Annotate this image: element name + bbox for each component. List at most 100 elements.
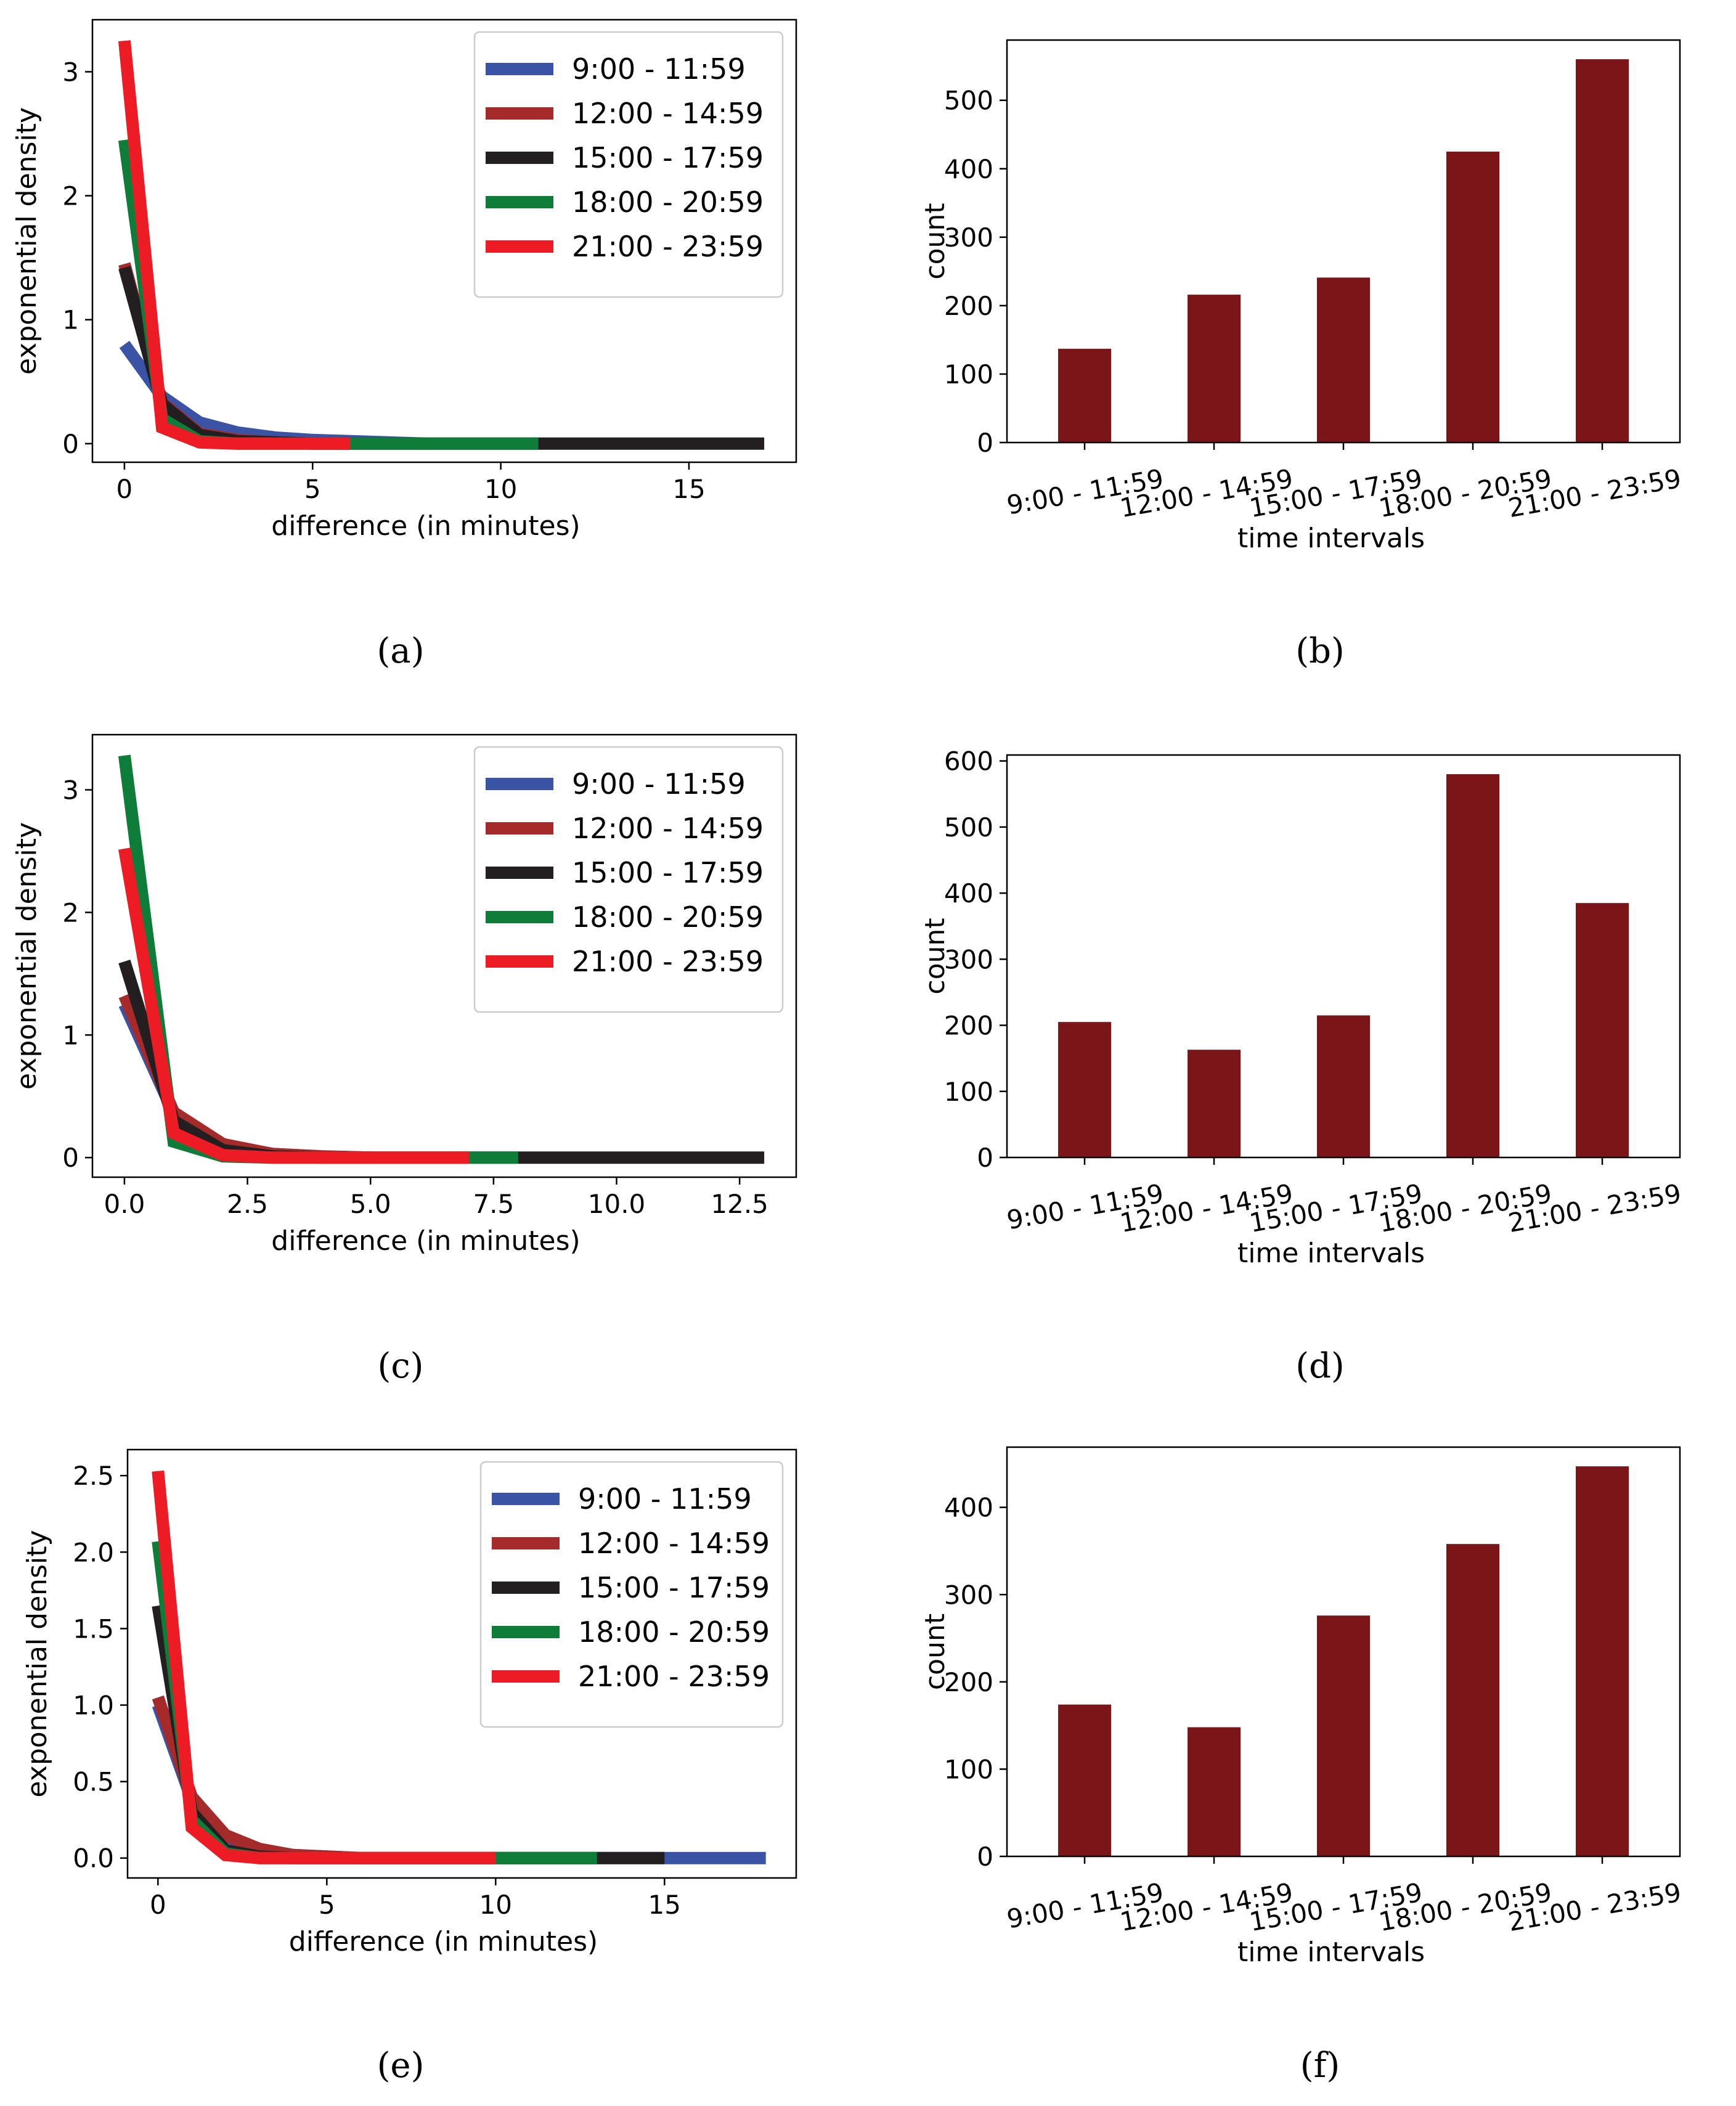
- y-axis-label: count: [919, 918, 951, 994]
- legend-entry-3: 15:00 - 17:59: [578, 1571, 770, 1604]
- legend: 9:00 - 11:59 12:00 - 14:59 15:00 - 17:59 18…: [479, 1461, 784, 1728]
- bar-4: [1446, 774, 1500, 1157]
- legend-entry-5: 21:00 - 23:59: [572, 945, 764, 978]
- x-tick-label: 0: [116, 474, 133, 504]
- y-tick-label: 200: [944, 291, 993, 321]
- chart-panel-e: 0 5 10 15 0.0 0.5 1.0 1.5 2.0 2.5 difference (in m…: [22, 1448, 797, 2086]
- x-tick-label: 0.0: [104, 1189, 145, 1219]
- bar-5: [1575, 903, 1629, 1157]
- legend-entry-2: 12:00 - 14:59: [572, 97, 764, 130]
- x-axis-label: difference (in minutes): [271, 1225, 580, 1257]
- y-axis-label: count: [919, 203, 951, 279]
- panel-caption: (e): [377, 2046, 425, 2086]
- x-tick-label: 7.5: [473, 1189, 514, 1219]
- legend-box: [473, 31, 784, 298]
- y-tick-label: 0: [977, 428, 993, 458]
- bar-1: [1057, 348, 1112, 443]
- panel-caption: (a): [377, 631, 424, 671]
- legend-box: [473, 746, 784, 1013]
- bar-5: [1575, 59, 1629, 443]
- bar-3: [1316, 1015, 1371, 1157]
- x-tick-label: 10: [484, 474, 517, 504]
- legend-entry-4: 18:00 - 20:59: [578, 1615, 770, 1649]
- bar-4: [1446, 1544, 1500, 1856]
- y-tick-label: 400: [944, 1493, 993, 1523]
- y-tick-label: 400: [944, 878, 993, 908]
- bar-3: [1316, 1615, 1371, 1856]
- legend: 9:00 - 11:59 12:00 - 14:59 15:00 - 17:59 18…: [473, 746, 784, 1013]
- x-axis-label: time intervals: [1237, 1937, 1425, 1968]
- x-tick-label: 5: [319, 1890, 335, 1920]
- x-tick-label: 15: [648, 1890, 681, 1920]
- y-tick-label: 600: [944, 746, 993, 777]
- x-axis-label: time intervals: [1237, 1238, 1425, 1269]
- bar-3: [1316, 277, 1371, 443]
- y-tick-label: 0: [977, 1842, 993, 1872]
- y-axis-label: count: [919, 1614, 951, 1690]
- y-axis-label: exponential density: [11, 107, 43, 375]
- x-tick-label: 5: [304, 474, 321, 504]
- plot-frame: [91, 18, 797, 463]
- y-tick-label: 1: [62, 1020, 79, 1050]
- legend-entry-4: 18:00 - 20:59: [572, 186, 764, 219]
- x-tick-label: 10: [479, 1890, 512, 1920]
- legend-entry-4: 18:00 - 20:59: [572, 900, 764, 934]
- panel-caption: (c): [377, 1346, 423, 1386]
- legend-box: [479, 1461, 784, 1728]
- x-axis-label: time intervals: [1237, 523, 1425, 554]
- y-tick-label: 100: [944, 1077, 993, 1107]
- y-tick-label: 300: [944, 1580, 993, 1610]
- x-tick-label: 12.5: [711, 1189, 768, 1219]
- chart-panel-a: 0 5 10 15 0 1 2 3 difference (in minutes) exponen…: [11, 18, 797, 671]
- panel-caption: (f): [1300, 2046, 1340, 2086]
- y-tick-label: 2.5: [73, 1461, 114, 1491]
- y-axis-label: exponential density: [11, 822, 43, 1090]
- y-tick-label: 0: [977, 1143, 993, 1173]
- series-line-5: [152, 1470, 496, 1864]
- legend-entry-3: 15:00 - 17:59: [572, 141, 764, 174]
- y-tick-label: 3: [62, 775, 79, 806]
- plot-frame: [126, 1448, 797, 1879]
- y-tick-label: 200: [944, 1667, 993, 1697]
- series-line-5: [118, 847, 469, 1164]
- bar-5: [1575, 1466, 1629, 1856]
- legend-entry-2: 12:00 - 14:59: [572, 812, 764, 845]
- bar-2: [1187, 295, 1241, 443]
- chart-panel-c: 0.0 2.5 5.0 7.5 10.0 12.5 0 1 2 3 difference (in m…: [11, 733, 797, 1386]
- panel-caption: (d): [1295, 1346, 1345, 1386]
- bar-1: [1057, 1704, 1112, 1856]
- y-tick-label: 0: [62, 1143, 79, 1173]
- legend-entry-1: 9:00 - 11:59: [572, 52, 746, 86]
- y-tick-label: 0.5: [73, 1767, 114, 1797]
- y-tick-label: 300: [944, 222, 993, 253]
- y-tick-label: 2: [62, 181, 79, 211]
- y-tick-label: 1.0: [73, 1691, 114, 1721]
- x-axis-label: difference (in minutes): [271, 510, 580, 542]
- y-tick-label: 100: [944, 1754, 993, 1784]
- legend-entry-5: 21:00 - 23:59: [572, 230, 764, 263]
- legend-entry-5: 21:00 - 23:59: [578, 1660, 770, 1693]
- y-tick-label: 1: [62, 305, 79, 335]
- y-tick-label: 0: [62, 429, 79, 459]
- y-axis-label: exponential density: [22, 1530, 53, 1797]
- legend-entry-1: 9:00 - 11:59: [578, 1482, 752, 1516]
- bar-1: [1057, 1022, 1112, 1157]
- bar-4: [1446, 152, 1500, 443]
- y-tick-label: 500: [944, 86, 993, 116]
- x-tick-label: 5.0: [350, 1189, 391, 1219]
- x-tick-label: 2.5: [227, 1189, 268, 1219]
- x-tick-label: 10.0: [588, 1189, 646, 1219]
- y-tick-label: 2.0: [73, 1537, 114, 1567]
- panel-caption: (b): [1295, 631, 1345, 671]
- legend: 9:00 - 11:59 12:00 - 14:59 15:00 - 17:59 18…: [473, 31, 784, 298]
- y-tick-label: 3: [62, 57, 79, 87]
- x-tick-label: 15: [672, 474, 705, 504]
- y-tick-label: 2: [62, 897, 79, 928]
- series-line-5: [118, 40, 351, 450]
- y-tick-label: 400: [944, 154, 993, 184]
- x-axis-label: difference (in minutes): [289, 1926, 598, 1957]
- bar-2: [1187, 1050, 1241, 1157]
